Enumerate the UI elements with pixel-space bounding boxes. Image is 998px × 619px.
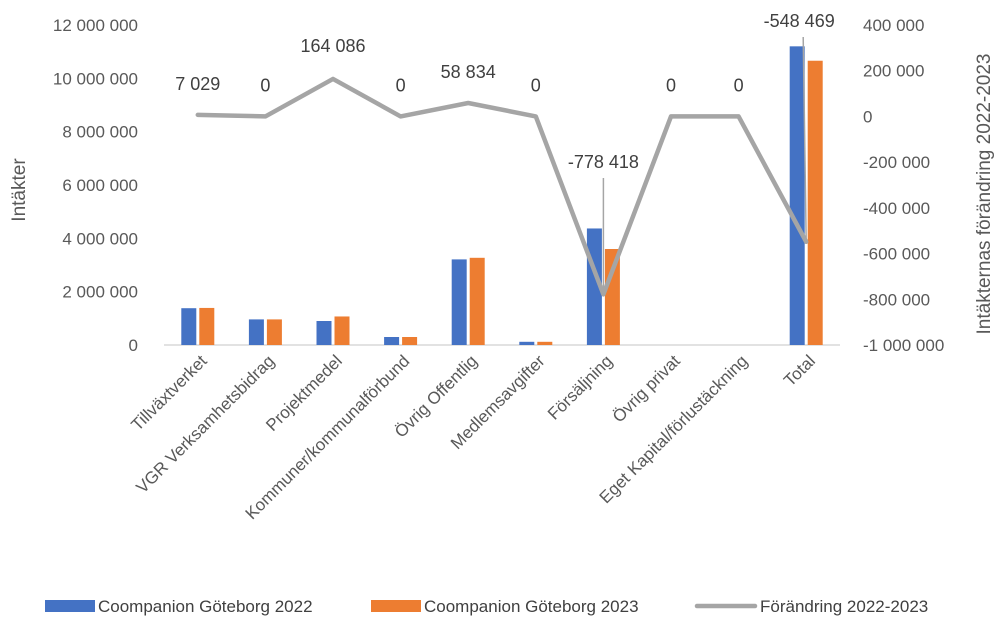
- data-label: 164 086: [300, 36, 365, 56]
- line-layer: [195, 76, 809, 297]
- legend-label-coompanion-goteborg-2022: Coompanion Göteborg 2022: [98, 597, 313, 616]
- y-tick-label: 12 000 000: [53, 16, 138, 35]
- y-tick-label: 4 000 000: [62, 229, 138, 248]
- bar-coompanion-goteborg-2022-ovrig-offentlig: [451, 259, 467, 345]
- y2-tick-label: 200 000: [863, 62, 924, 81]
- data-label: 0: [734, 75, 744, 95]
- y2-tick-label: -600 000: [863, 245, 930, 264]
- bar-coompanion-goteborg-2023-projektmedel: [334, 316, 350, 345]
- bars-layer: [181, 46, 823, 345]
- y2-axis-title: Intäkternas förändring 2022-2023: [974, 54, 995, 335]
- legend-swatch-coompanion-goteborg-2022: [45, 600, 95, 612]
- line-forandring-2022-2023: [195, 76, 809, 297]
- data-label: 0: [260, 75, 270, 95]
- bar-coompanion-goteborg-2022-medlemsavgifter: [519, 341, 535, 345]
- y-tick-label: 0: [129, 336, 138, 355]
- data-label: 7 029: [175, 74, 220, 94]
- y-axis-ticks: 0 2 000 000 4 000 000 6 000 000 8 000 000 10 …: [53, 16, 138, 355]
- bar-coompanion-goteborg-2023-total: [807, 60, 823, 345]
- y2-tick-label: 0: [863, 107, 872, 126]
- bar-coompanion-goteborg-2023-tillvaxtverket: [199, 307, 215, 345]
- y-tick-label: 8 000 000: [62, 123, 138, 142]
- data-label: 58 834: [441, 62, 496, 82]
- y2-tick-label: -200 000: [863, 153, 930, 172]
- data-label-leader: [802, 36, 807, 242]
- legend-swatch-coompanion-goteborg-2023: [371, 600, 421, 612]
- data-label: 0: [666, 75, 676, 95]
- y-tick-label: 6 000 000: [62, 176, 138, 195]
- bar-coompanion-goteborg-2022-vgr-verksamhetsbidrag: [248, 319, 264, 345]
- y-tick-label: 2 000 000: [62, 283, 138, 302]
- data-label: -548 469: [764, 11, 835, 31]
- y2-tick-label: -1 000 000: [863, 336, 944, 355]
- data-label: 0: [531, 75, 541, 95]
- legend-label-forandring-2022-2023: Förändring 2022-2023: [760, 597, 928, 616]
- category-label-total: Total: [780, 351, 819, 390]
- category-label-ovrig-privat: Övrig privat: [609, 351, 684, 426]
- data-label: -778 418: [568, 152, 639, 172]
- data-label: 0: [396, 75, 406, 95]
- category-label-forsaljning: Försäljning: [544, 351, 616, 423]
- y2-tick-label: 400 000: [863, 16, 924, 35]
- data-labels: 7 029 0 164 086 0 58 834 0 -778 418 0 0 -548 469: [175, 11, 834, 172]
- bar-coompanion-goteborg-2022-total: [789, 46, 805, 345]
- bar-coompanion-goteborg-2022-tillvaxtverket: [181, 308, 197, 345]
- legend-label-coompanion-goteborg-2023: Coompanion Göteborg 2023: [424, 597, 639, 616]
- bar-coompanion-goteborg-2023-ovrig-offentlig: [469, 257, 485, 345]
- legend: Coompanion Göteborg 2022 Coompanion Göteb…: [45, 597, 928, 616]
- bar-coompanion-goteborg-2023-medlemsavgifter: [537, 341, 553, 345]
- y-tick-label: 10 000 000: [53, 69, 138, 88]
- y2-axis-ticks: -1 000 000 -800 000 -600 000 -400 000 -200 0…: [863, 16, 944, 355]
- bar-coompanion-goteborg-2023-forsaljning: [604, 249, 620, 345]
- y2-tick-label: -400 000: [863, 199, 930, 218]
- y2-tick-label: -800 000: [863, 290, 930, 309]
- category-label-vgr-verksamhetsbidrag: VGR Verksamhetsbidrag: [132, 351, 278, 497]
- bar-coompanion-goteborg-2023-vgr-verksamhetsbidrag: [266, 319, 282, 345]
- bar-coompanion-goteborg-2023-kommuner-kommunalforbund: [402, 337, 418, 345]
- leader-layer: [602, 36, 807, 295]
- y-axis-title: Intäkter: [9, 158, 30, 222]
- bar-coompanion-goteborg-2022-kommuner-kommunalforbund: [384, 337, 400, 345]
- bar-coompanion-goteborg-2022-projektmedel: [316, 321, 332, 345]
